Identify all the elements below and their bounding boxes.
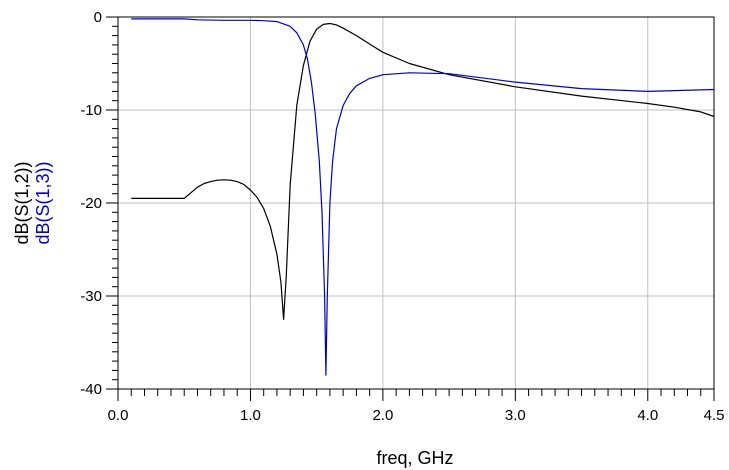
grid bbox=[118, 17, 714, 389]
x-tick-label: 1.0 bbox=[240, 407, 261, 424]
axis-ticks bbox=[106, 16, 715, 401]
y-axis-titles: dB(S(1,2)) dB(S(1,3)) bbox=[12, 161, 53, 244]
series-line-s12 bbox=[131, 22, 715, 320]
x-tick-label: 0.0 bbox=[108, 407, 129, 424]
y-tick-label: -20 bbox=[80, 195, 102, 212]
y-tick-label: -30 bbox=[80, 288, 102, 305]
series-line-s13 bbox=[131, 18, 715, 376]
x-tick-label: 2.0 bbox=[372, 407, 393, 424]
y-tick-label: -40 bbox=[80, 381, 102, 398]
tick-labels: 0.0 1.0 2.0 3.0 4.0 4.5 0 -10 -20 -30 -40 bbox=[80, 9, 724, 424]
y-tick-label: -10 bbox=[80, 102, 102, 119]
y-axis-title: dB(S(1,3)) bbox=[33, 161, 53, 244]
y-tick-label: 0 bbox=[94, 9, 102, 26]
x-axis-title: freq, GHz bbox=[376, 448, 453, 468]
plot-frame bbox=[117, 16, 715, 390]
y-axis-title: dB(S(1,2)) bbox=[12, 161, 32, 244]
series-group bbox=[131, 18, 715, 376]
x-tick-label: 4.5 bbox=[704, 407, 725, 424]
x-tick-label: 3.0 bbox=[505, 407, 526, 424]
x-tick-label: 4.0 bbox=[637, 407, 658, 424]
